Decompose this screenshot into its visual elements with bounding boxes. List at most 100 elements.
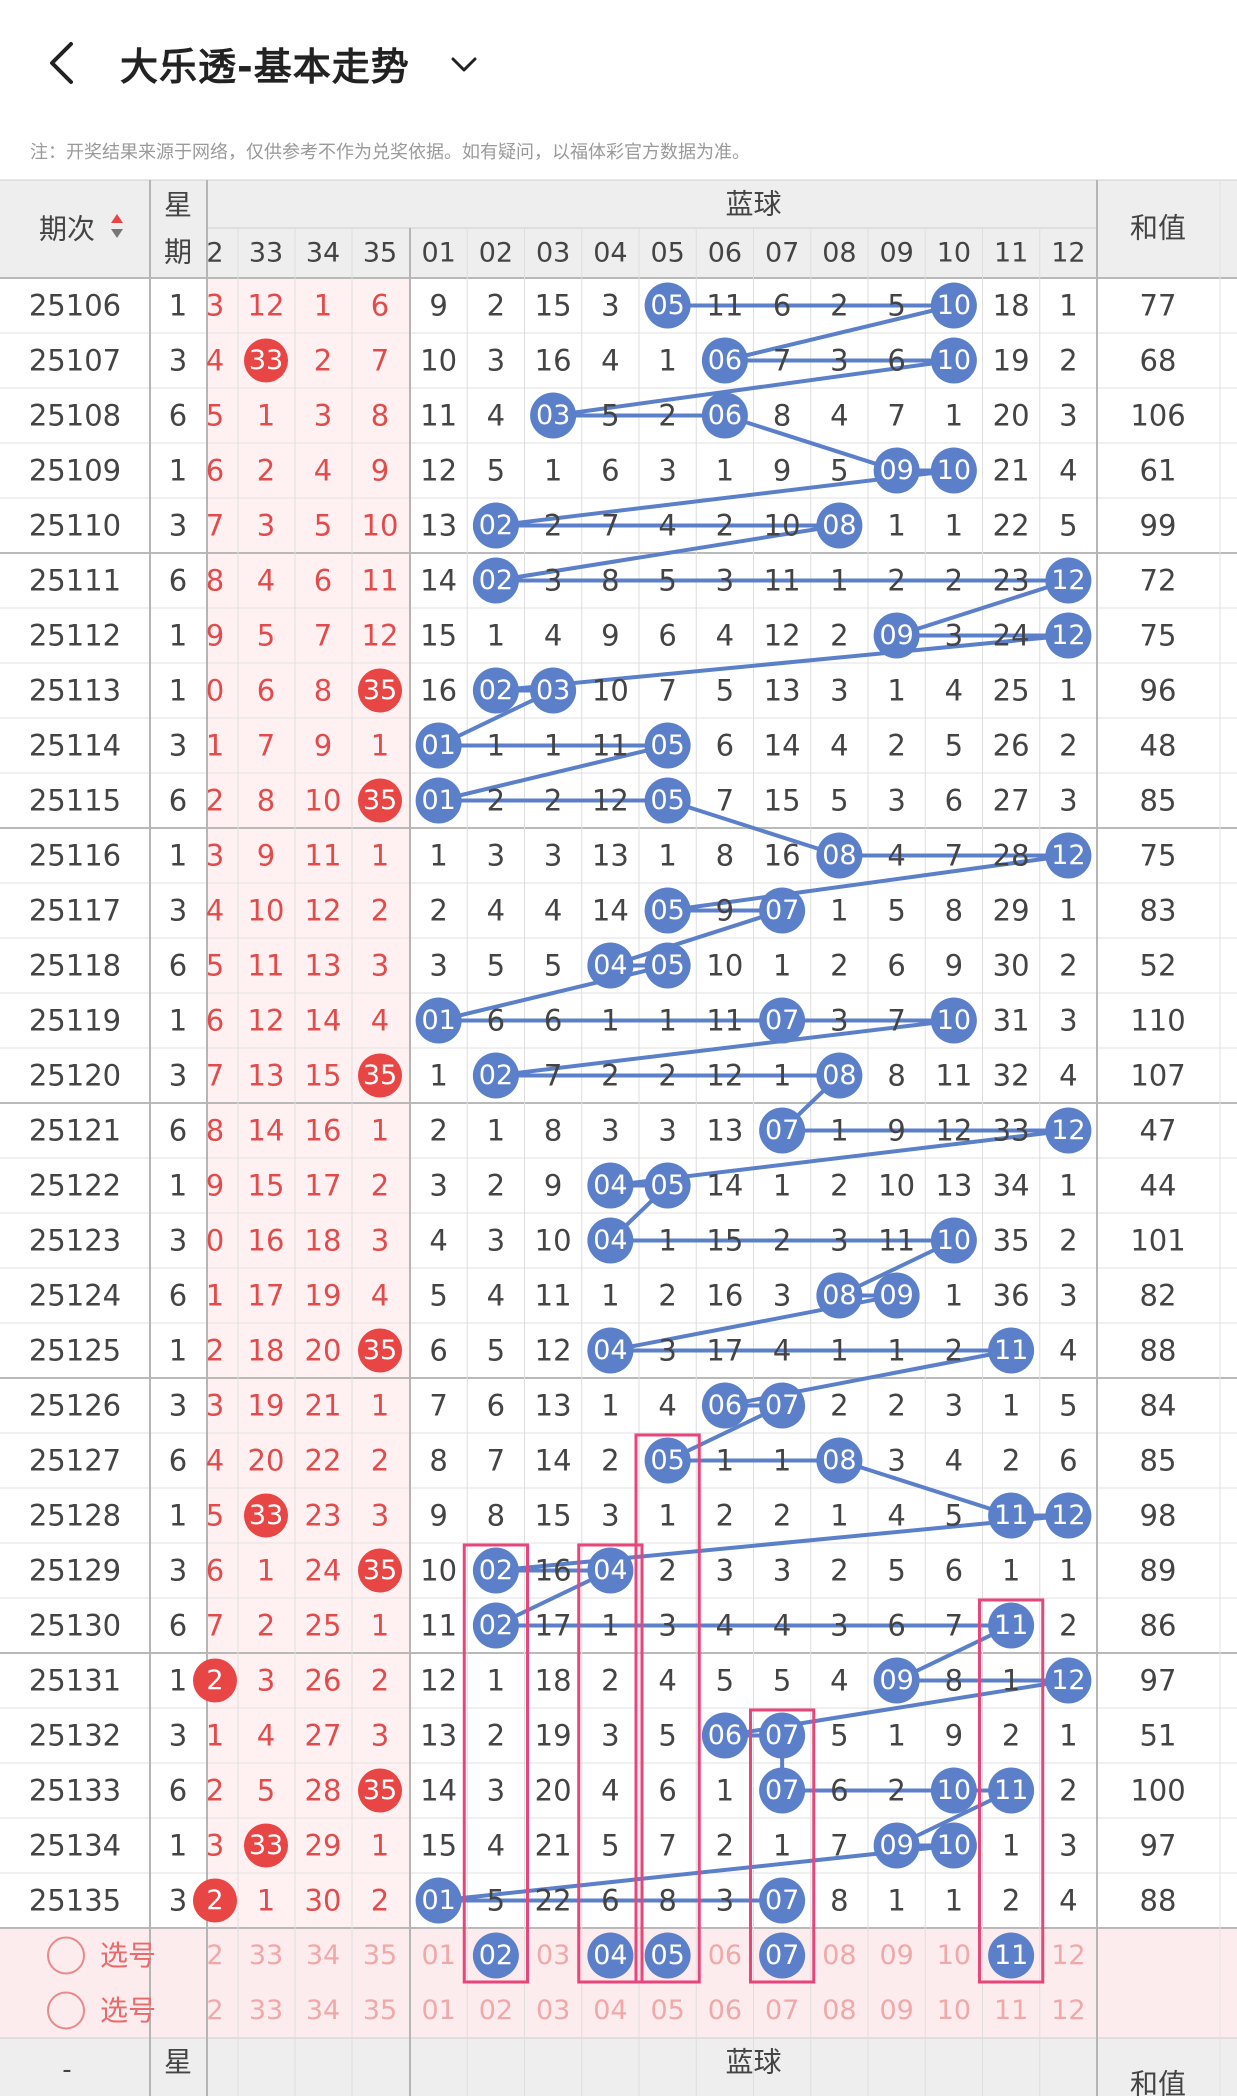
sort-desc-icon[interactable] bbox=[111, 229, 123, 238]
select-radio-icon[interactable] bbox=[47, 1936, 85, 1975]
select-front-number[interactable]: 35 bbox=[363, 1940, 397, 1971]
blue-miss-count: 4 bbox=[544, 894, 562, 928]
selected-blue-number[interactable]: 11 bbox=[994, 1940, 1028, 1971]
blue-miss-count: 6 bbox=[544, 1004, 562, 1038]
blue-ball bbox=[816, 832, 863, 879]
front-col-label: 35 bbox=[363, 238, 397, 269]
select-blue-number[interactable]: 08 bbox=[822, 1940, 856, 1971]
blue-ball-number: 05 bbox=[650, 950, 684, 981]
blue-ball-number: 05 bbox=[650, 1170, 684, 1201]
blue-miss-count: 4 bbox=[601, 1774, 619, 1808]
blue-ball bbox=[644, 887, 691, 934]
blue-ball bbox=[587, 1162, 634, 1209]
selected-blue-ball[interactable] bbox=[472, 1932, 519, 1979]
select-blue-number[interactable]: 12 bbox=[1051, 1940, 1085, 1971]
select-blue-number[interactable]: 06 bbox=[708, 1940, 742, 1971]
sum-value: 72 bbox=[1140, 564, 1177, 598]
selected-blue-ball[interactable] bbox=[988, 1932, 1035, 1979]
select-blue-number[interactable]: 09 bbox=[879, 1995, 913, 2026]
blue-ball-number: 07 bbox=[765, 1720, 799, 1751]
front-miss-count: 6 bbox=[206, 1004, 224, 1038]
blue-miss-count: 10 bbox=[535, 1224, 572, 1258]
selected-blue-ball[interactable] bbox=[587, 1932, 634, 1979]
blue-miss-count: 9 bbox=[887, 1114, 905, 1148]
blue-ball-number: 10 bbox=[937, 1005, 971, 1036]
select-front-number[interactable]: 2 bbox=[206, 1940, 223, 1971]
front-miss-count: 11 bbox=[362, 564, 399, 598]
select-blue-number[interactable]: 01 bbox=[421, 1940, 455, 1971]
select-blue-number[interactable]: 10 bbox=[937, 1995, 971, 2026]
select-blue-number[interactable]: 11 bbox=[994, 1995, 1028, 2026]
blue-miss-count: 2 bbox=[1002, 1444, 1020, 1478]
blue-miss-count: 18 bbox=[993, 289, 1030, 323]
select-blue-number[interactable]: 10 bbox=[937, 1940, 971, 1971]
blue-miss-count: 8 bbox=[429, 1444, 447, 1478]
front-miss-count: 2 bbox=[257, 454, 275, 488]
select-blue-number[interactable]: 05 bbox=[650, 1995, 684, 2026]
selected-blue-number[interactable]: 07 bbox=[765, 1940, 799, 1971]
weekday: 1 bbox=[169, 1664, 187, 1698]
select-front-number[interactable]: 33 bbox=[249, 1995, 283, 2026]
select-front-number[interactable]: 35 bbox=[363, 1995, 397, 2026]
select-blue-number[interactable]: 01 bbox=[421, 1995, 455, 2026]
front-miss-count: 4 bbox=[371, 1004, 389, 1038]
issue-number: 25117 bbox=[29, 894, 121, 928]
blue-ball bbox=[873, 1657, 920, 1704]
select-front-number[interactable]: 2 bbox=[206, 1995, 223, 2026]
front-miss-count: 15 bbox=[305, 1059, 342, 1093]
selected-blue-number[interactable]: 04 bbox=[593, 1940, 627, 1971]
blue-ball bbox=[644, 1437, 691, 1484]
blue-miss-count: 3 bbox=[601, 1114, 619, 1148]
front-miss-count: 8 bbox=[371, 399, 389, 433]
blue-miss-count: 20 bbox=[993, 399, 1030, 433]
select-blue-number[interactable]: 06 bbox=[708, 1995, 742, 2026]
select-front-number[interactable]: 34 bbox=[306, 1995, 340, 2026]
front-miss-count: 3 bbox=[314, 399, 332, 433]
blue-ball bbox=[873, 1822, 920, 1869]
front-miss-count: 17 bbox=[305, 1169, 342, 1203]
blue-miss-count: 9 bbox=[429, 289, 447, 323]
blue-ball-number: 09 bbox=[879, 620, 913, 651]
blue-miss-count: 14 bbox=[420, 564, 457, 598]
selected-blue-ball[interactable] bbox=[644, 1932, 691, 1979]
blue-ball-number: 05 bbox=[650, 290, 684, 321]
blue-ball-number: 02 bbox=[479, 510, 513, 541]
sort-asc-icon[interactable] bbox=[111, 214, 123, 223]
blue-miss-count: 3 bbox=[601, 1499, 619, 1533]
blue-miss-count: 5 bbox=[945, 1499, 963, 1533]
issue-number: 25106 bbox=[29, 289, 121, 323]
blue-col-label: 08 bbox=[822, 238, 856, 269]
select-blue-number[interactable]: 09 bbox=[879, 1940, 913, 1971]
blue-miss-count: 16 bbox=[535, 344, 572, 378]
chevron-down-icon[interactable] bbox=[448, 48, 480, 80]
blue-ball-number: 05 bbox=[650, 895, 684, 926]
back-chevron-icon[interactable] bbox=[38, 38, 88, 88]
select-blue-number[interactable]: 03 bbox=[536, 1940, 570, 1971]
select-number-label[interactable]: 选号 bbox=[100, 1994, 156, 2027]
select-blue-number[interactable]: 08 bbox=[822, 1995, 856, 2026]
select-number-label[interactable]: 选号 bbox=[100, 1939, 156, 1972]
select-front-number[interactable]: 33 bbox=[249, 1940, 283, 1971]
front-miss-count: 2 bbox=[206, 1334, 224, 1368]
selected-blue-number[interactable]: 05 bbox=[650, 1940, 684, 1971]
selected-blue-number[interactable]: 02 bbox=[479, 1940, 513, 1971]
blue-ball-number: 11 bbox=[994, 1335, 1028, 1366]
issue-number: 25108 bbox=[29, 399, 121, 433]
blue-ball-number: 02 bbox=[479, 1610, 513, 1641]
selected-blue-ball[interactable] bbox=[759, 1932, 806, 1979]
select-blue-number[interactable]: 04 bbox=[593, 1995, 627, 2026]
select-blue-number[interactable]: 03 bbox=[536, 1995, 570, 2026]
front-miss-count: 9 bbox=[257, 839, 275, 873]
sum-value: 88 bbox=[1140, 1334, 1177, 1368]
select-radio-icon[interactable] bbox=[47, 1991, 85, 2030]
select-blue-number[interactable]: 02 bbox=[479, 1995, 513, 2026]
blue-miss-count: 2 bbox=[544, 509, 562, 543]
front-miss-count: 13 bbox=[305, 949, 342, 983]
issue-number: 25120 bbox=[29, 1059, 121, 1093]
select-blue-number[interactable]: 12 bbox=[1051, 1995, 1085, 2026]
select-blue-number[interactable]: 07 bbox=[765, 1995, 799, 2026]
blue-miss-count: 2 bbox=[1059, 344, 1077, 378]
blue-miss-count: 5 bbox=[1059, 509, 1077, 543]
blue-miss-count: 6 bbox=[887, 344, 905, 378]
select-front-number[interactable]: 34 bbox=[306, 1940, 340, 1971]
